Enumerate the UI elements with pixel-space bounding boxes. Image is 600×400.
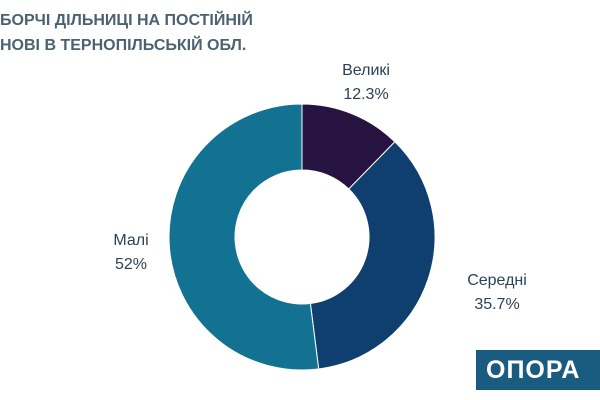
slice-name-3: Малі <box>113 232 148 249</box>
slice-value-3: 52% <box>115 256 147 273</box>
slice-name-1: Великі <box>342 62 390 79</box>
slice-label-2: Середні 35.7% <box>467 272 527 313</box>
chart-title-line-2: НОВІ В ТЕРНОПІЛЬСЬКІЙ ОБЛ. <box>0 37 247 54</box>
donut-slice-3 <box>168 103 320 371</box>
slice-label-1: Великі 12.3% <box>342 62 390 103</box>
donut-slice-2 <box>309 141 436 370</box>
slice-label-3: Малі 52% <box>113 232 148 273</box>
slice-name-2: Середні <box>467 272 527 289</box>
chart-title-line-1: БОРЧІ ДІЛЬНИЦІ НА ПОСТІЙНІЙ <box>0 12 253 29</box>
slice-value-2: 35.7% <box>474 296 519 313</box>
slice-value-1: 12.3% <box>343 86 388 103</box>
opora-logo: ОПОРА <box>476 350 600 390</box>
chart-title: БОРЧІ ДІЛЬНИЦІ НА ПОСТІЙНІЙ НОВІ В ТЕРНО… <box>0 8 300 58</box>
